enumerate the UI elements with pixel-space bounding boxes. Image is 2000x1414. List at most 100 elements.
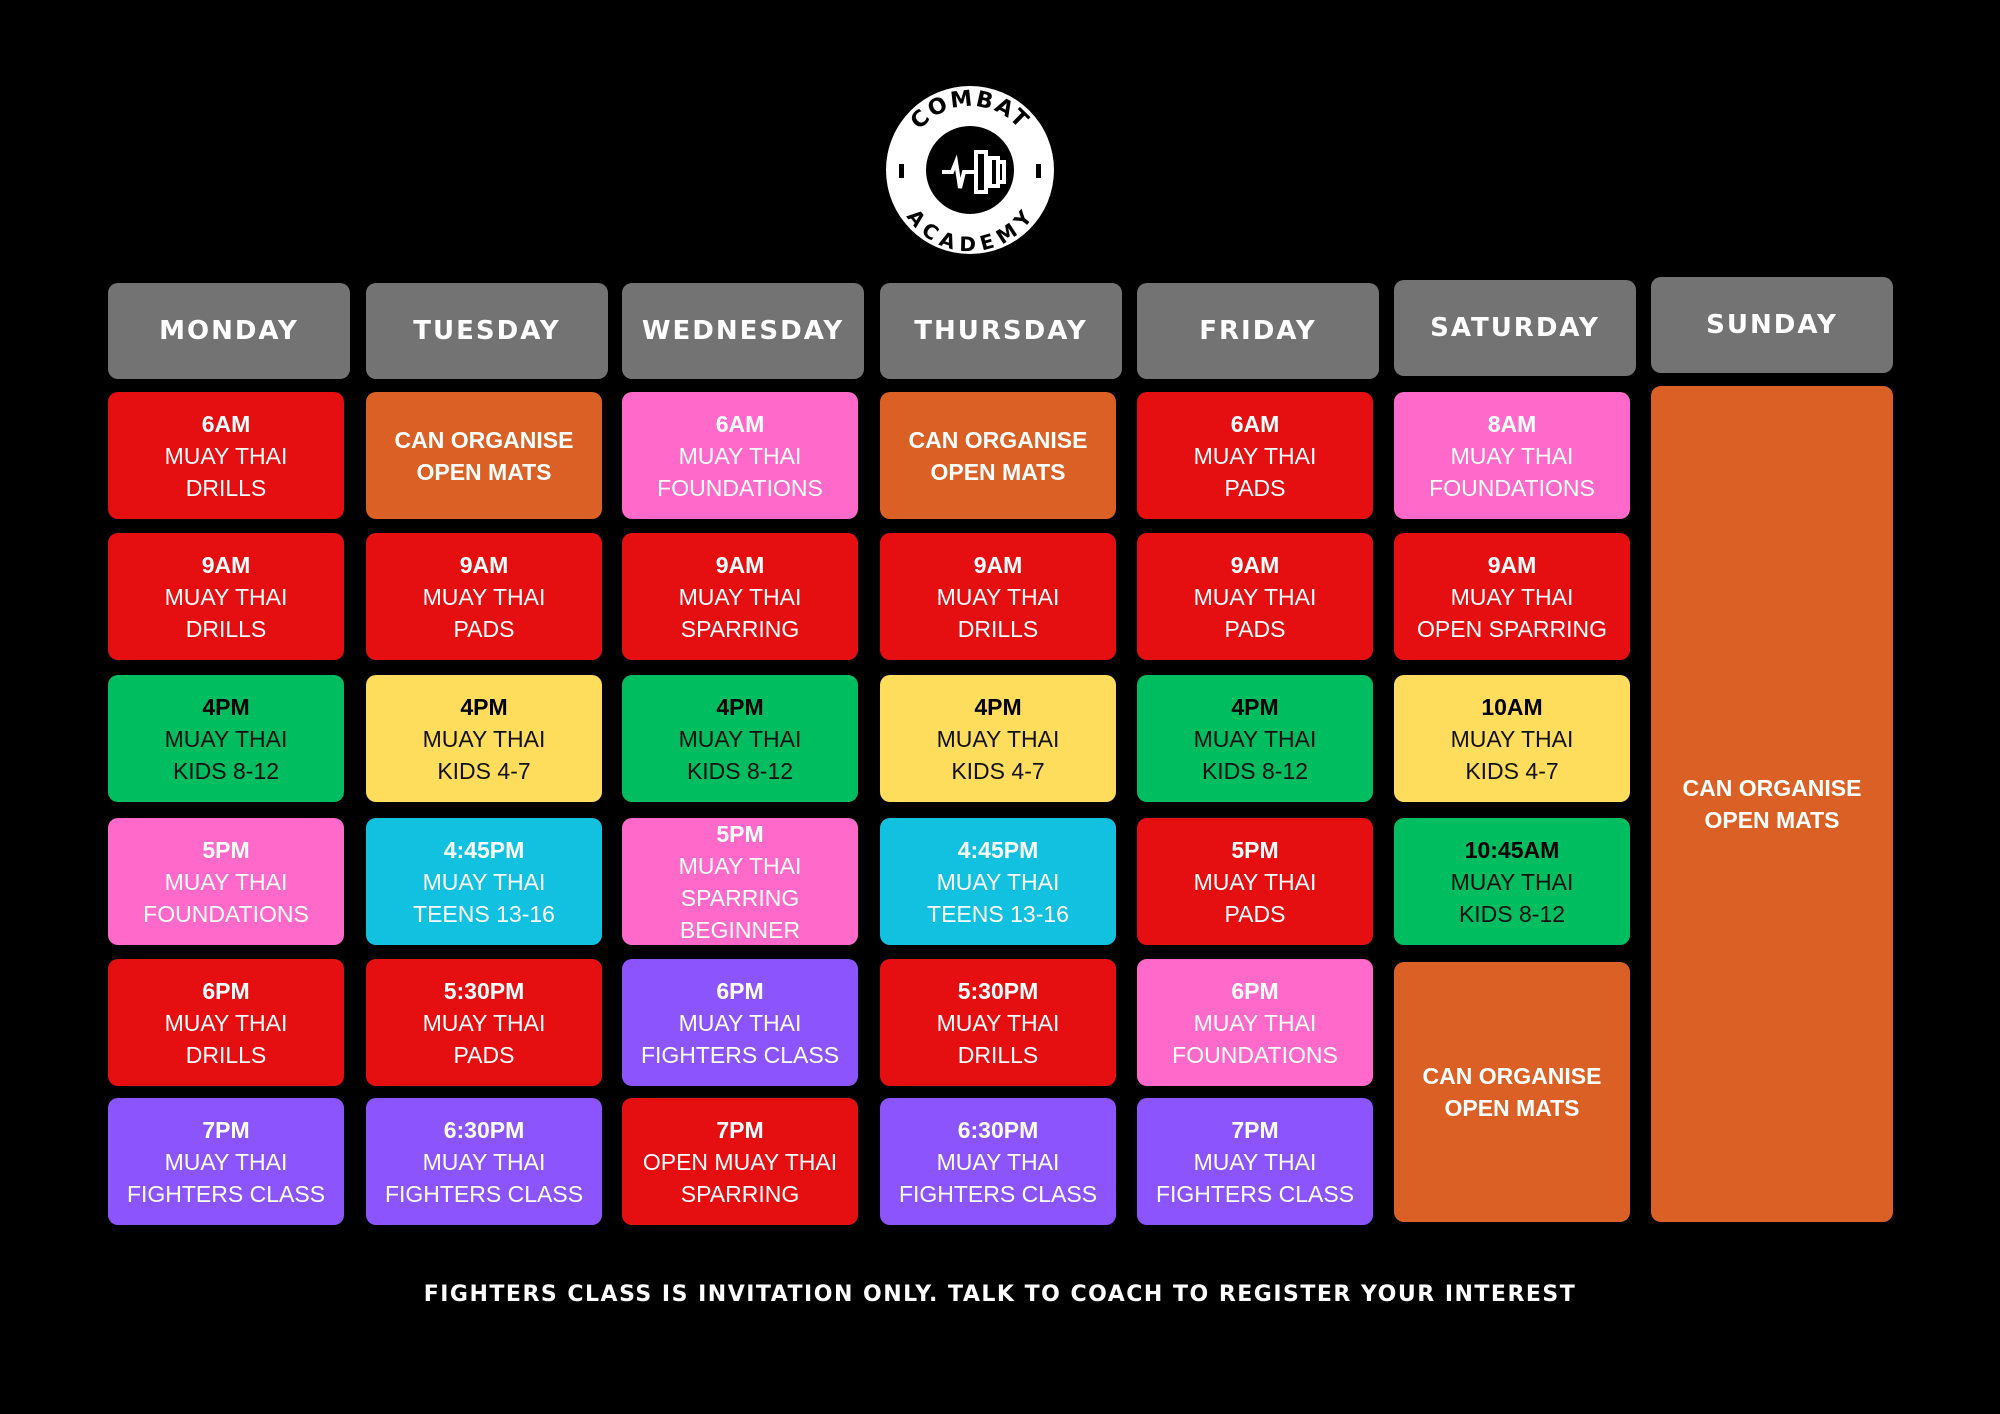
class-label: MUAY THAI — [1193, 1148, 1317, 1175]
class-time: 6AM — [201, 410, 251, 437]
class-label: MUAY THAI — [1450, 583, 1574, 610]
class-time: 10AM — [1481, 693, 1543, 720]
class-label: SPARRING BEGINNER — [679, 884, 801, 943]
class-time: 7PM — [1231, 1116, 1279, 1143]
class-label: MUAY THAI — [1193, 1009, 1317, 1036]
class-label: TEENS 13-16 — [413, 900, 555, 927]
class-time: 6AM — [715, 410, 765, 437]
combat-academy-logo: COMBAT ACADEMY — [886, 86, 1054, 256]
class-label: MUAY THAI — [936, 1009, 1060, 1036]
open-mats-label: OPEN MATS — [1704, 807, 1840, 833]
class-slot: 9AM MUAY THAI DRILLS — [880, 533, 1116, 660]
open-mats-label: OPEN MATS — [1444, 1095, 1580, 1121]
class-label: MUAY THAI — [422, 1148, 546, 1175]
class-time: 6:30PM — [957, 1116, 1039, 1143]
class-time: 5PM — [716, 820, 764, 847]
class-slot: 6AM MUAY THAI FOUNDATIONS — [622, 392, 858, 519]
class-time: 6AM — [1230, 410, 1280, 437]
class-label: MUAY THAI — [1450, 442, 1574, 469]
class-time: 4PM — [460, 693, 508, 720]
class-slot: 5PM MUAY THAI PADS — [1137, 818, 1373, 945]
class-label: MUAY THAI — [1450, 725, 1574, 752]
class-label: DRILLS — [185, 1041, 267, 1068]
class-slot: 5PM MUAY THAI FOUNDATIONS — [108, 818, 344, 945]
class-slot: 4PM MUAY THAI KIDS 4-7 — [366, 675, 602, 802]
class-label: PADS — [1224, 474, 1286, 501]
class-label: OPEN MATS — [930, 458, 1066, 485]
class-slot: 5:30PM MUAY THAI PADS — [366, 959, 602, 1086]
class-time: 4PM — [716, 693, 764, 720]
class-slot: 7PM OPEN MUAY THAI SPARRING — [622, 1098, 858, 1225]
class-time: 8AM — [1487, 410, 1537, 437]
class-slot: 9AM MUAY THAI PADS — [1137, 533, 1373, 660]
class-slot: 6PM MUAY THAI FOUNDATIONS — [1137, 959, 1373, 1086]
class-label: MUAY THAI — [164, 725, 288, 752]
class-label: PADS — [1224, 900, 1286, 927]
day-header-sunday: SUNDAY — [1651, 277, 1893, 373]
class-label: MUAY THAI — [1193, 725, 1317, 752]
class-time: 4:45PM — [957, 836, 1039, 863]
class-time: 5PM — [1231, 836, 1279, 863]
class-time: 6PM — [1231, 977, 1279, 1004]
class-slot: CAN ORGANISE OPEN MATS — [366, 392, 602, 519]
class-slot: 10AM MUAY THAI KIDS 4-7 — [1394, 675, 1630, 802]
class-label: MUAY THAI — [164, 868, 288, 895]
class-time: 9AM — [459, 551, 509, 578]
class-time: 7PM — [202, 1116, 250, 1143]
class-label: KIDS 8-12 — [1201, 757, 1309, 784]
class-label: SPARRING — [680, 1180, 800, 1207]
class-slot: 9AM MUAY THAI OPEN SPARRING — [1394, 533, 1630, 660]
class-time: 5:30PM — [957, 977, 1039, 1004]
footer-note: FIGHTERS CLASS IS INVITATION ONLY. TALK … — [423, 1282, 1577, 1307]
class-label: MUAY THAI — [422, 1009, 546, 1036]
class-slot: 6AM MUAY THAI DRILLS — [108, 392, 344, 519]
class-label: DRILLS — [957, 615, 1039, 642]
class-label: MUAY THAI — [936, 1148, 1060, 1175]
class-slot: 7PM MUAY THAI FIGHTERS CLASS — [108, 1098, 344, 1225]
day-header-friday: FRIDAY — [1137, 283, 1379, 379]
class-label: MUAY THAI — [678, 442, 802, 469]
class-slot: 5:30PM MUAY THAI DRILLS — [880, 959, 1116, 1086]
class-time: 6:30PM — [443, 1116, 525, 1143]
class-label: MUAY THAI — [678, 852, 802, 879]
class-time: 10:45AM — [1464, 836, 1560, 863]
class-time: 9AM — [973, 551, 1023, 578]
class-label: MUAY THAI — [1193, 442, 1317, 469]
class-slot: 6:30PM MUAY THAI FIGHTERS CLASS — [880, 1098, 1116, 1225]
class-slot: 4PM MUAY THAI KIDS 8-12 — [622, 675, 858, 802]
class-slot: 6PM MUAY THAI FIGHTERS CLASS — [622, 959, 858, 1086]
class-label: FIGHTERS CLASS — [898, 1180, 1098, 1207]
class-label: FOUNDATIONS — [657, 474, 823, 501]
class-time: 4PM — [202, 693, 250, 720]
class-time: 5PM — [202, 836, 250, 863]
class-slot: 6PM MUAY THAI DRILLS — [108, 959, 344, 1086]
class-label: MUAY THAI — [936, 725, 1060, 752]
class-label: DRILLS — [185, 615, 267, 642]
class-label: KIDS 8-12 — [686, 757, 794, 784]
class-label: MUAY THAI — [1193, 583, 1317, 610]
class-slot: 5PM MUAY THAI SPARRING BEGINNER — [622, 818, 858, 945]
class-label: MUAY THAI — [164, 1009, 288, 1036]
class-label: MUAY THAI — [164, 1148, 288, 1175]
class-label: MUAY THAI — [1450, 868, 1574, 895]
class-label: KIDS 4-7 — [1465, 757, 1559, 784]
class-time: 4:45PM — [443, 836, 525, 863]
class-slot: 9AM MUAY THAI PADS — [366, 533, 602, 660]
class-label: KIDS 8-12 — [1458, 900, 1566, 927]
open-mats-block: CAN ORGANISE OPEN MATS — [1651, 386, 1893, 1222]
class-slot: 10:45AM MUAY THAI KIDS 8-12 — [1394, 818, 1630, 945]
class-label: FIGHTERS CLASS — [640, 1041, 840, 1068]
class-time: 5:30PM — [443, 977, 525, 1004]
class-label: FIGHTERS CLASS — [384, 1180, 584, 1207]
class-label: MUAY THAI — [936, 583, 1060, 610]
class-label: MUAY THAI — [678, 725, 802, 752]
class-label: MUAY THAI — [422, 725, 546, 752]
day-header-wednesday: WEDNESDAY — [622, 283, 864, 379]
class-label: MUAY THAI — [164, 442, 288, 469]
class-slot: 4PM MUAY THAI KIDS 4-7 — [880, 675, 1116, 802]
class-slot: CAN ORGANISE OPEN MATS — [880, 392, 1116, 519]
class-slot: 8AM MUAY THAI FOUNDATIONS — [1394, 392, 1630, 519]
open-mats-block: CAN ORGANISE OPEN MATS — [1394, 962, 1630, 1222]
day-header-saturday: SATURDAY — [1394, 280, 1636, 376]
class-label: FIGHTERS CLASS — [1155, 1180, 1355, 1207]
